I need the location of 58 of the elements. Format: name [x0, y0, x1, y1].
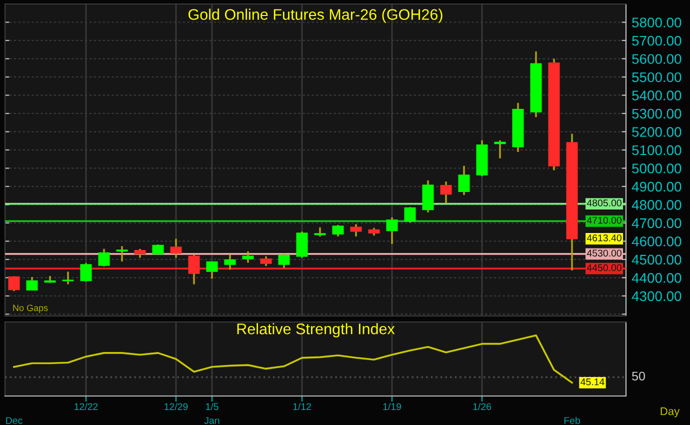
candlestick — [98, 248, 110, 268]
text: 50 — [632, 372, 645, 381]
candlestick — [332, 224, 344, 238]
y-tick-label: 5000.00 — [632, 164, 682, 174]
ref-line-label: 4530.00 — [586, 250, 622, 257]
candlestick — [62, 270, 74, 286]
candlestick — [224, 254, 236, 270]
x-tick-label: 1/19 — [383, 402, 401, 410]
y-tick-label: 4300.00 — [632, 291, 682, 302]
candlestick — [386, 216, 398, 245]
y-tick-label: 4900.00 — [632, 182, 682, 192]
candlestick — [260, 256, 272, 267]
x-tick-label: 1/26 — [473, 402, 492, 410]
y-tick-label: 5700.00 — [632, 36, 682, 46]
y-tick-label: 5600.00 — [632, 54, 682, 64]
candlestick — [314, 226, 326, 238]
y-tick-label: 5500.00 — [632, 72, 682, 82]
y-tick-label: 4400.00 — [632, 273, 682, 283]
chart-title: Relative Strength Index — [237, 323, 395, 338]
y-tick-label: 4600.00 — [632, 236, 682, 246]
y-tick-label: 4800.00 — [632, 200, 682, 210]
candlestick — [152, 244, 164, 255]
ref-line-label: 4450.00 — [586, 264, 622, 272]
x-tick-label: 12/22 — [74, 402, 98, 410]
y-tick-label: 5200.00 — [632, 127, 682, 137]
candlestick — [188, 253, 200, 286]
candlestick — [206, 260, 218, 280]
y-tick-label: 4700.00 — [632, 218, 682, 228]
y-tick-label: 5800.00 — [632, 18, 682, 28]
candlestick — [26, 276, 38, 292]
ref-line-label: 4710.00 — [586, 216, 622, 224]
annotation: 45.14 — [580, 378, 604, 386]
candlestick — [278, 252, 290, 269]
candlestick — [404, 206, 416, 224]
x-tick-label: 1/12 — [293, 402, 311, 410]
candlestick — [170, 238, 182, 259]
candlestick — [458, 165, 470, 196]
candlestick — [242, 250, 254, 264]
ref-line-label: 4805.00 — [586, 200, 622, 206]
text: 4613.40 — [586, 234, 622, 242]
annotation: No Gaps — [13, 304, 48, 313]
candlestick — [494, 139, 506, 160]
x-tick-label: 12/29 — [164, 402, 188, 410]
y-tick-label: 4500.00 — [632, 254, 682, 265]
candlestick — [440, 180, 452, 204]
candlestick — [116, 245, 128, 262]
text: Feb — [564, 416, 580, 424]
text: Day — [660, 407, 680, 418]
text: Dec — [6, 417, 22, 424]
x-tick-label: 1/5 — [206, 402, 218, 410]
text: Jan — [204, 417, 220, 424]
y-tick-label: 5300.00 — [632, 108, 682, 119]
candlestick — [80, 262, 92, 283]
candlestick — [296, 230, 308, 259]
y-tick-label: 5100.00 — [632, 145, 682, 156]
candlestick — [350, 223, 362, 238]
y-tick-label: 5400.00 — [632, 90, 682, 100]
chart-title: Gold Online Futures Mar-26 (GOH26) — [188, 8, 442, 23]
